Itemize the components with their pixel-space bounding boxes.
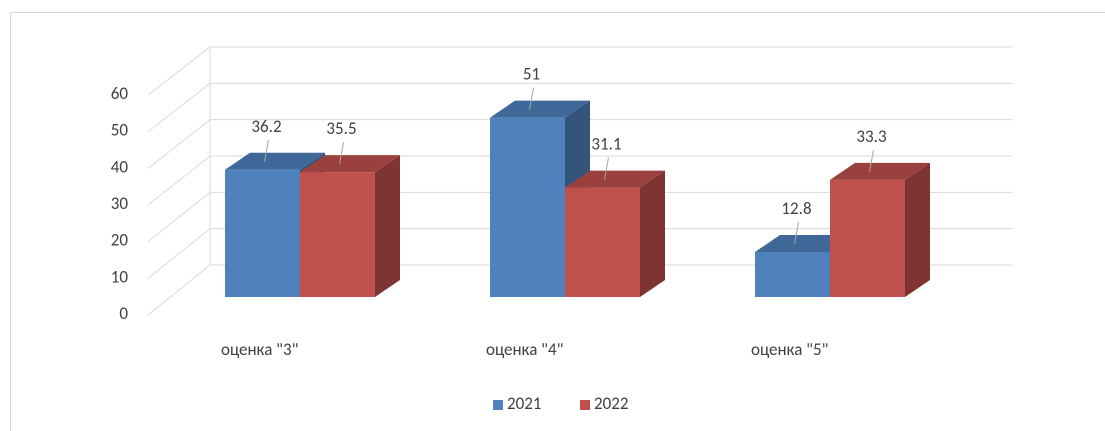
y-tick-label: 50 <box>111 120 129 141</box>
bar-top <box>830 162 930 180</box>
grid-line <box>147 264 1012 316</box>
bar <box>225 169 300 297</box>
grid-line <box>147 119 1012 169</box>
legend-label: 2021 <box>507 393 541 414</box>
grid-line <box>147 191 1012 243</box>
data-label: 31.1 <box>591 134 621 155</box>
leader-line <box>529 87 534 110</box>
grid-line <box>147 46 1012 96</box>
bar-top <box>225 152 325 170</box>
bar-top <box>490 100 590 118</box>
bar-top <box>300 155 400 173</box>
leader-line <box>604 157 609 180</box>
bar-top <box>565 170 665 188</box>
leader-line <box>339 142 344 165</box>
bar <box>490 117 565 298</box>
x-tick-label: оценка "3" <box>221 339 298 360</box>
y-tick-label: 20 <box>111 230 129 251</box>
y-tick-label: 60 <box>111 83 129 104</box>
bar <box>830 179 905 297</box>
x-tick-label: оценка "5" <box>751 339 828 360</box>
bar-side <box>640 170 665 297</box>
y-tick-label: 0 <box>119 303 128 324</box>
bar <box>300 172 375 297</box>
bar <box>755 251 830 297</box>
bar-side <box>905 162 930 297</box>
bar-side <box>375 155 400 297</box>
leader-line <box>869 149 874 172</box>
y-tick-label: 40 <box>111 156 129 177</box>
legend-label: 2022 <box>594 393 628 414</box>
y-tick-label: 10 <box>111 266 129 287</box>
data-label: 36.2 <box>251 116 281 137</box>
data-label: 33.3 <box>856 126 886 147</box>
leader-line <box>264 139 269 162</box>
data-label: 35.5 <box>326 118 356 139</box>
legend-swatch <box>493 400 503 410</box>
grid-line <box>147 155 1012 206</box>
grid-line <box>147 228 1012 279</box>
data-label: 51 <box>523 64 540 85</box>
x-tick-label: оценка "4" <box>486 339 563 360</box>
y-tick-label: 30 <box>111 193 129 214</box>
legend-swatch <box>580 400 590 410</box>
data-label: 12.8 <box>781 198 811 219</box>
chart-border <box>10 12 1105 431</box>
bar <box>565 187 640 297</box>
leader-line <box>794 221 799 245</box>
grid-line <box>147 82 1012 133</box>
